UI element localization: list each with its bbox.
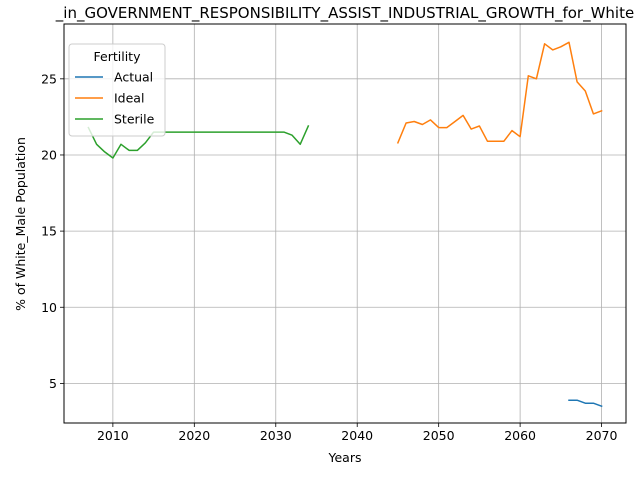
legend-label-ideal: Ideal — [114, 91, 144, 106]
y-tick-label: 10 — [41, 300, 57, 315]
legend-box — [68, 43, 166, 137]
y-tick-label: 5 — [49, 376, 57, 391]
x-tick-label: 2060 — [504, 428, 536, 443]
x-tick-label: 2050 — [423, 428, 455, 443]
series-line-actual — [568, 399, 603, 408]
legend-entries: Actual Ideal Sterile — [75, 70, 155, 127]
x-axis-ticks: 2010 2020 2030 2040 2050 2060 2070 — [97, 423, 618, 443]
legend-label-actual: Actual — [114, 70, 153, 85]
x-tick-label: 2040 — [341, 428, 373, 443]
x-axis-label: Years — [328, 450, 362, 465]
chart-title: _in_GOVERNMENT_RESPONSIBILITY_ASSIST_IND… — [55, 4, 634, 23]
x-tick-label: 2010 — [97, 428, 129, 443]
y-axis-ticks: 5 10 15 20 25 — [41, 71, 64, 391]
legend: Fertility Actual Ideal Sterile — [68, 43, 166, 137]
series-line-sterile — [87, 125, 310, 159]
x-tick-label: 2030 — [260, 428, 292, 443]
x-tick-label: 2070 — [586, 428, 618, 443]
plot-frame — [63, 23, 627, 424]
series-line-ideal — [396, 41, 603, 144]
grid — [64, 24, 626, 423]
x-tick-label: 2020 — [178, 428, 210, 443]
series-layer — [87, 41, 603, 408]
legend-title: Fertility — [94, 49, 142, 64]
y-tick-label: 20 — [41, 147, 57, 162]
y-axis-label: % of White_Male Population — [13, 137, 28, 311]
y-tick-label: 15 — [41, 224, 57, 239]
legend-label-sterile: Sterile — [114, 112, 155, 127]
y-tick-label: 25 — [41, 71, 57, 86]
